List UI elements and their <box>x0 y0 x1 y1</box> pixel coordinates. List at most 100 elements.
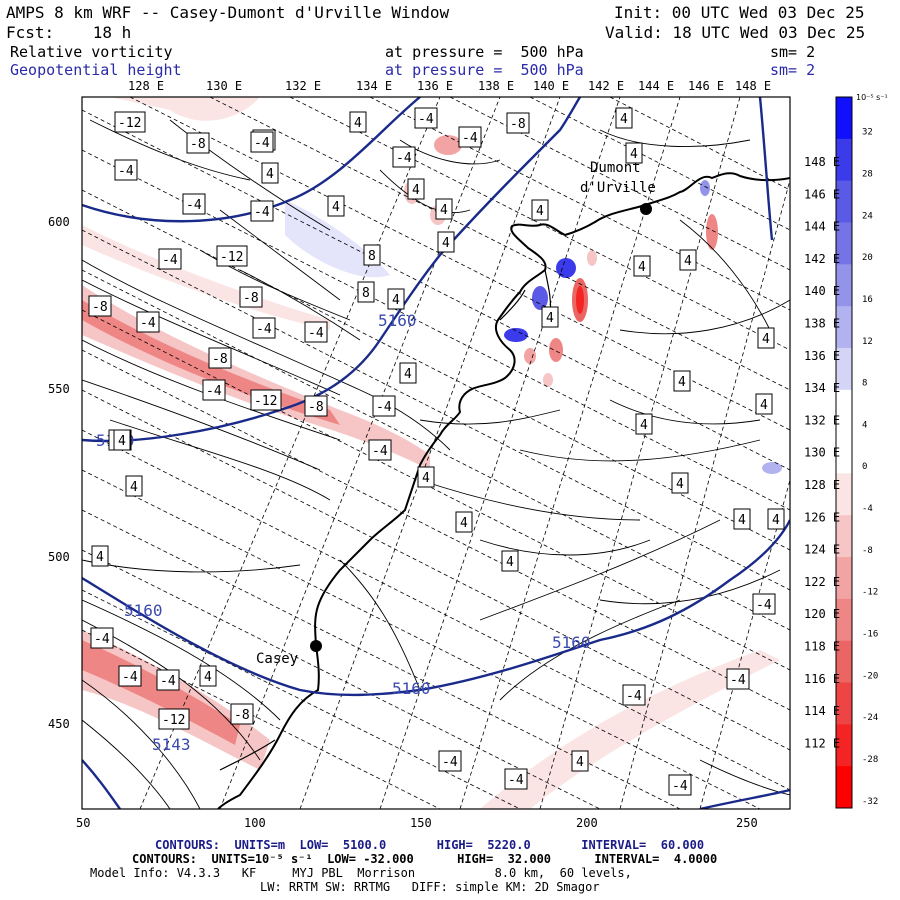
svg-text:4: 4 <box>96 550 104 565</box>
svg-text:-8: -8 <box>243 291 259 306</box>
vorticity-label-positive: 4 <box>349 111 367 133</box>
field2-name: Geopotential height <box>10 61 182 79</box>
colorbar-segment <box>836 222 852 265</box>
svg-text:-4: -4 <box>376 400 392 415</box>
top-lon-label: 128 E <box>128 79 164 93</box>
top-lon-label: 144 E <box>638 79 674 93</box>
svg-text:-8: -8 <box>234 708 250 723</box>
y-tick-label: 450 <box>48 717 70 731</box>
svg-text:-4: -4 <box>418 112 434 127</box>
vorticity-contours <box>82 119 790 809</box>
vorticity-label-negative: -8 <box>88 295 112 317</box>
svg-text:-4: -4 <box>308 326 324 341</box>
svg-text:4: 4 <box>620 112 628 127</box>
vorticity-label-positive: 4 <box>635 413 653 435</box>
svg-text:-4: -4 <box>508 773 524 788</box>
svg-text:-4: -4 <box>756 598 772 613</box>
right-lon-label: 140 E <box>804 284 840 298</box>
svg-text:4: 4 <box>130 480 138 495</box>
vorticity-label-negative: -4 <box>250 131 274 153</box>
top-lon-label: 132 E <box>285 79 321 93</box>
vorticity-label-positive: 4 <box>435 198 453 220</box>
colorbar-segment <box>836 598 852 642</box>
coastline-secondary <box>219 269 552 771</box>
right-lon-label: 124 E <box>804 543 840 557</box>
svg-text:-4: -4 <box>672 779 688 794</box>
vorticity-label-positive: 4 <box>387 288 405 310</box>
right-lon-label: 122 E <box>804 575 840 589</box>
vorticity-contour-labels: -12 -8 -4 -4 -4 -4 -8 -4 -4 -12 -8 -4 -4 -8 -4 -12 -8 -4 -… <box>88 107 785 796</box>
colorbar-label: -28 <box>862 755 878 765</box>
vorticity-label-positive: 4 <box>91 545 109 567</box>
top-longitude-labels: 128 E 130 E 132 E 134 E 136 E 138 E 140 E 142 E… <box>128 79 771 93</box>
vorticity-label-positive: 4 <box>113 429 131 451</box>
vorticity-label-negative: -8 <box>304 395 328 417</box>
vorticity-label-negative: -4 <box>114 159 138 181</box>
vorticity-label-positive: 4 <box>261 162 279 184</box>
svg-text:-4: -4 <box>462 131 478 146</box>
top-lon-label: 138 E <box>478 79 514 93</box>
vorticity-label-positive: 4 <box>541 306 559 328</box>
colorbar-label: -16 <box>862 630 878 640</box>
vorticity-label-positive: 4 <box>407 178 425 200</box>
colorbar-segment <box>836 431 852 474</box>
height-label: 5160 <box>124 601 163 620</box>
vorticity-label-negative: -12 <box>158 708 190 730</box>
svg-text:-8: -8 <box>92 300 108 315</box>
colorbar-label: -4 <box>862 504 873 514</box>
vorticity-label-negative: -4 <box>252 317 276 339</box>
svg-text:4: 4 <box>412 183 420 198</box>
y-tick-label: 500 <box>48 550 70 564</box>
vorticity-label-negative: -4 <box>250 200 274 222</box>
right-lon-label: 138 E <box>804 317 840 331</box>
svg-text:4: 4 <box>442 236 450 251</box>
station-casey-label: Casey <box>256 651 298 667</box>
right-lon-label: 128 E <box>804 478 840 492</box>
colorbar-segment <box>836 766 852 809</box>
svg-text:-4: -4 <box>730 673 746 688</box>
vorticity-label-negative: -4 <box>504 768 528 790</box>
colorbar-segment <box>836 682 852 725</box>
vorticity-label-negative: -8 <box>208 347 232 369</box>
svg-text:4: 4 <box>638 260 646 275</box>
vorticity-label-positive: 4 <box>767 508 785 530</box>
colorbar-label: -8 <box>862 546 873 556</box>
colorbar-label: 4 <box>862 420 867 430</box>
field2-smoothing: sm= 2 <box>770 61 816 79</box>
vorticity-label-positive: 4 <box>199 665 217 687</box>
vorticity-label-positive: 4 <box>531 199 549 221</box>
svg-text:-8: -8 <box>212 352 228 367</box>
field2-level: at pressure = 500 hPa <box>385 61 584 79</box>
colorbar-segment <box>836 473 852 516</box>
station-markers <box>310 203 652 652</box>
colorbar-label: 32 <box>862 128 873 138</box>
vorticity-label-negative: -4 <box>182 193 206 215</box>
svg-text:-4: -4 <box>94 632 110 647</box>
svg-text:4: 4 <box>204 670 212 685</box>
field1-smoothing: sm= 2 <box>770 43 816 61</box>
vorticity-label-negative: -4 <box>752 593 776 615</box>
vorticity-label-positive: 4 <box>615 107 633 129</box>
svg-text:-12: -12 <box>162 713 185 728</box>
top-lon-label: 134 E <box>356 79 392 93</box>
svg-text:4: 4 <box>684 254 692 269</box>
svg-text:-4: -4 <box>626 689 642 704</box>
svg-text:4: 4 <box>772 513 780 528</box>
vorticity-label-negative: -4 <box>304 321 328 343</box>
svg-text:-12: -12 <box>220 250 243 265</box>
vorticity-label-negative: -8 <box>230 703 254 725</box>
svg-text:4: 4 <box>440 203 448 218</box>
vorticity-contour-info: CONTOURS: UNITS=10⁻⁵ s⁻¹ LOW= -32.000 HI… <box>132 852 718 866</box>
colorbar-segment <box>836 724 852 767</box>
right-lon-label: 142 E <box>804 252 840 266</box>
colorbar-segment <box>836 347 852 391</box>
y-tick-label: 550 <box>48 382 70 396</box>
vorticity-label-negative: -4 <box>726 668 750 690</box>
top-lon-label: 130 E <box>206 79 242 93</box>
height-label: 5143 <box>152 735 191 754</box>
right-lon-label: 120 E <box>804 607 840 621</box>
top-lon-label: 140 E <box>533 79 569 93</box>
vorticity-label-positive: 4 <box>673 370 691 392</box>
colorbar-segment <box>836 97 852 140</box>
